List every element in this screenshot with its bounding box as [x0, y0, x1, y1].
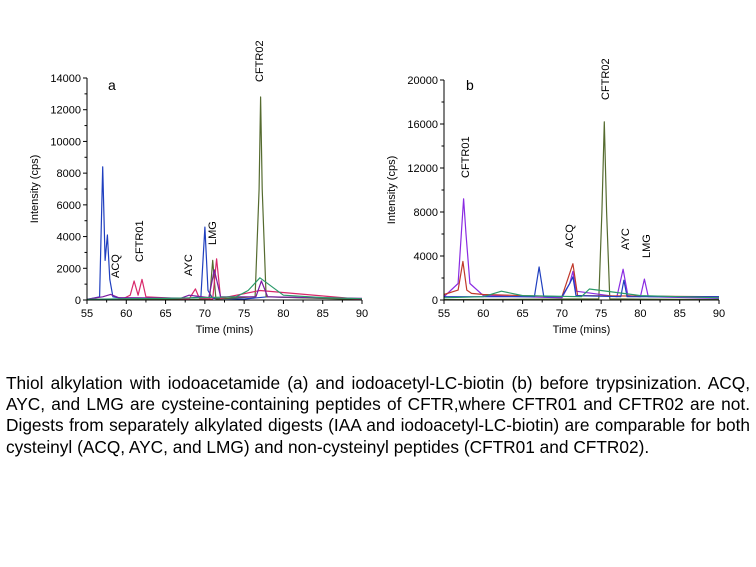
y-tick-label: 12000: [407, 163, 438, 175]
x-tick-label: 75: [595, 308, 607, 320]
x-tick-label: 75: [238, 308, 250, 320]
figure-caption: Thiol alkylation with iodoacetamide (a) …: [6, 373, 750, 457]
series-line-1: [86, 166, 363, 301]
y-tick-label: 4000: [414, 251, 438, 263]
y-axis-label: Intensity (cps): [386, 156, 398, 224]
y-tick-label: 6000: [57, 200, 81, 212]
panel-letter: a: [108, 77, 116, 93]
panel-letter: b: [466, 77, 474, 93]
x-tick-label: 60: [477, 308, 489, 320]
peak-label: AYC: [620, 228, 632, 250]
y-tick-label: 8000: [414, 207, 438, 219]
series-line-5: [86, 277, 363, 300]
peak-label: ACQ: [564, 224, 576, 248]
x-tick-label: 70: [199, 308, 211, 320]
x-tick-label: 85: [674, 308, 686, 320]
peak-label: LMG: [641, 234, 653, 258]
series-line-1: [443, 121, 720, 301]
x-tick-label: 80: [277, 308, 289, 320]
peak-label: CFTR02: [254, 40, 266, 82]
y-tick-label: 4000: [57, 232, 81, 244]
series-line-3: [443, 260, 720, 298]
chromatogram-figure: 55 60 65 70 75 80 85 90 0 2000 4000 6000 8000 10000 12…: [29, 40, 725, 336]
y-tick-label: 2000: [57, 263, 81, 275]
x-tick-label: 85: [317, 308, 329, 320]
peak-label: CFTR01: [134, 220, 146, 262]
x-axis-label: Time (mins): [196, 324, 254, 336]
y-tick-label: 8000: [57, 168, 81, 180]
x-tick-label: 65: [159, 308, 171, 320]
peak-label: CFTR02: [600, 58, 612, 100]
y-tick-label: 12000: [50, 105, 81, 117]
series-line-2: [86, 96, 363, 301]
series-line-3: [86, 258, 363, 301]
peak-label: CFTR01: [460, 136, 472, 178]
series-line-5: [443, 288, 720, 299]
x-tick-label: 90: [356, 308, 368, 320]
series-line-4: [86, 269, 363, 300]
y-tick-label: 16000: [407, 119, 438, 131]
x-tick-label: 70: [556, 308, 568, 320]
y-axis-label: Intensity (cps): [29, 155, 41, 223]
y-tick-label: 14000: [50, 73, 81, 85]
x-tick-label: 80: [634, 308, 646, 320]
chromatogram-svg: 55 60 65 70 75 80 85 90 0 2000 4000 6000 8000 10000 12…: [29, 40, 725, 336]
x-tick-label: 55: [438, 308, 450, 320]
series-line-2: [443, 198, 720, 299]
x-tick-label: 55: [81, 308, 93, 320]
x-tick-label: 90: [713, 308, 725, 320]
y-tick-label: 20000: [407, 75, 438, 87]
panel-a: 55 60 65 70 75 80 85 90 0 2000 4000 6000 8000 10000 12…: [29, 40, 368, 336]
y-tick-label: 0: [75, 295, 81, 307]
x-tick-label: 60: [120, 308, 132, 320]
panel-b: 55 60 65 70 75 80 85 90 0 4000 8000 12000 16000 20000…: [386, 58, 725, 336]
y-tick-label: 0: [432, 295, 438, 307]
x-axis-label: Time (mins): [553, 324, 611, 336]
x-tick-label: 65: [516, 308, 528, 320]
y-tick-label: 10000: [50, 136, 81, 148]
peak-label: ACQ: [110, 254, 122, 278]
peak-label: AYC: [183, 254, 195, 276]
peak-label: LMG: [207, 221, 219, 245]
series-line-4: [444, 266, 719, 298]
